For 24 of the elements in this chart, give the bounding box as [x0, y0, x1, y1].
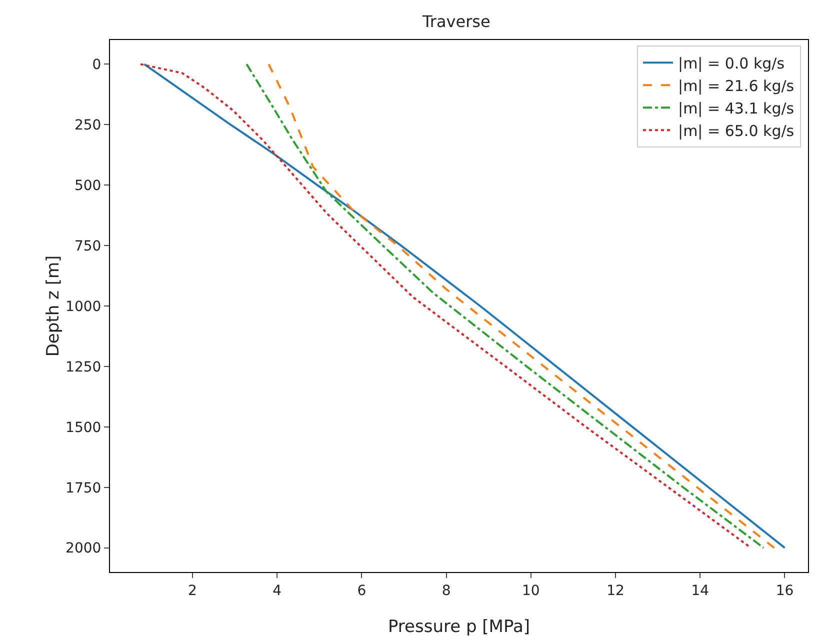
chart-title: Traverse: [421, 12, 490, 32]
x-tick-label: 10: [522, 582, 540, 599]
x-tick-label: 8: [442, 582, 451, 599]
y-tick-label: 500: [74, 178, 102, 194]
x-axis-title: Pressure p [MPa]: [388, 617, 530, 637]
x-tick-label: 16: [776, 582, 794, 599]
legend-label: |m| = 21.6 kg/s: [678, 76, 794, 95]
x-tick-label: 12: [606, 582, 624, 599]
y-tick-label: 1250: [66, 359, 102, 376]
y-axis-title: Depth z [m]: [44, 255, 64, 357]
y-tick-label: 2000: [66, 540, 102, 557]
y-tick-label: 1750: [66, 480, 102, 496]
y-tick-label: 750: [74, 238, 102, 254]
legend-label: |m| = 0.0 kg/s: [678, 54, 785, 72]
y-tick-label: 1000: [66, 298, 102, 315]
x-tick-label: 4: [272, 582, 282, 599]
y-tick-label: 1500: [66, 420, 102, 436]
y-tick-label: 0: [92, 57, 102, 74]
y-tick-label: 250: [74, 118, 102, 134]
legend-label: |m| = 65.0 kg/s: [678, 122, 794, 140]
legend-label: |m| = 43.1 kg/s: [678, 99, 794, 118]
x-tick-label: 6: [357, 582, 366, 599]
x-tick-label: 2: [188, 582, 197, 599]
x-tick-label: 14: [691, 582, 710, 599]
